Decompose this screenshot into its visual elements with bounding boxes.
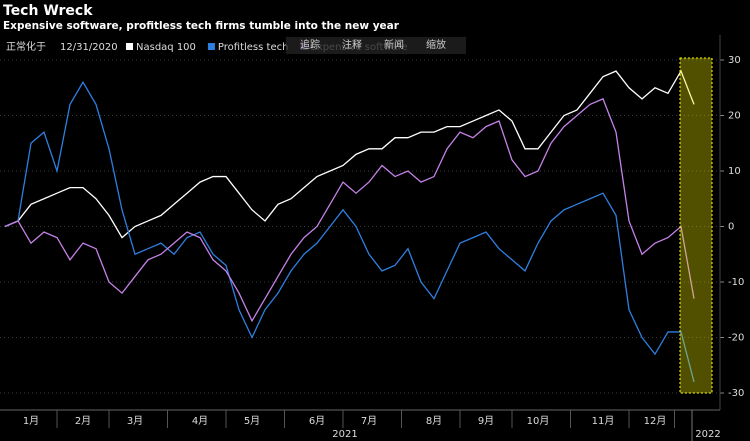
x-tick-label: 6月 (309, 415, 325, 427)
toolbar-button[interactable]: 新闻 (384, 38, 404, 51)
chart-subtitle: Expensive software, profitless tech firm… (3, 20, 400, 32)
y-tick-label: -20 (728, 333, 744, 344)
x-tick-label: 5月 (244, 415, 260, 427)
x-tick-label: 4月 (192, 415, 208, 427)
toolbar-button[interactable]: 追踪 (300, 38, 320, 51)
y-tick-label: -10 (728, 277, 744, 288)
normalized-label: 正常化于 (6, 40, 46, 53)
year-label: 2021 (332, 429, 357, 440)
chart-title: Tech Wreck (3, 3, 93, 19)
x-tick-label: 7月 (361, 415, 377, 427)
toolbar-button[interactable]: 缩放 (426, 38, 446, 51)
x-tick-label: 2月 (75, 415, 91, 427)
legend-swatch (207, 43, 215, 50)
x-tick-label: 12月 (644, 415, 667, 427)
toolbar-bg (286, 37, 466, 54)
legend-label: Nasdaq 100 (136, 42, 196, 53)
series-line (4, 80, 695, 383)
x-tick-label: 10月 (527, 415, 550, 427)
x-tick-label: 3月 (127, 415, 143, 427)
y-tick-label: 20 (728, 111, 741, 122)
toolbar: 追踪 注释 新闻 缩放 (300, 38, 446, 51)
normalized-date: 12/31/2020 (60, 42, 118, 53)
x-tick-label: 2022 (695, 429, 720, 440)
highlight-box (679, 57, 713, 394)
legend-label: Profitless tech (218, 42, 289, 53)
toolbar-button[interactable]: 注释 (342, 38, 362, 51)
x-tick-label: 11月 (592, 415, 615, 427)
x-tick-label: 8月 (426, 415, 442, 427)
plot (0, 59, 724, 394)
series-line (4, 69, 695, 239)
y-tick-label: 30 (728, 55, 741, 66)
y-tick-label: 0 (728, 222, 734, 233)
x-tick-label: 1月 (23, 415, 39, 427)
y-tick-label: 10 (728, 166, 741, 177)
y-tick-label: -30 (728, 388, 744, 399)
series-line (4, 97, 695, 323)
legend-swatch (126, 43, 133, 50)
x-tick-label: 9月 (478, 415, 494, 427)
